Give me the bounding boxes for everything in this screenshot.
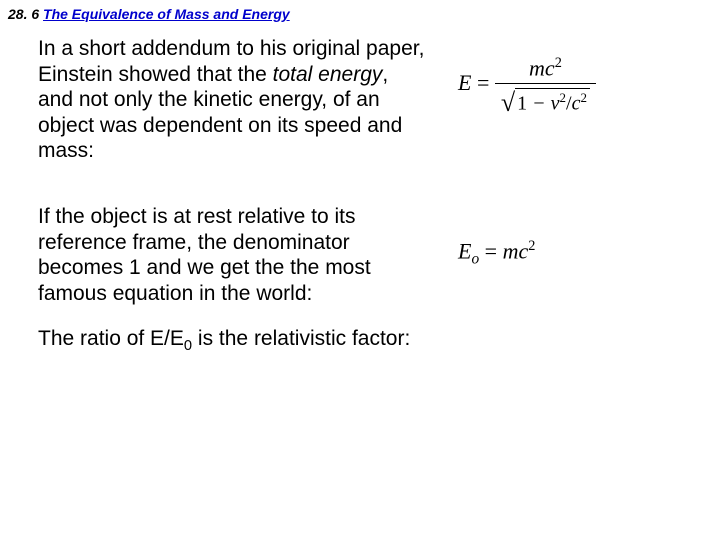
eq1-fraction: mc2 √ 1 − v2/c2 bbox=[495, 56, 596, 114]
section-number: 28. 6 bbox=[8, 6, 39, 22]
eq2-rhs-base: mc bbox=[503, 238, 529, 263]
p3-post: is the relativistic factor: bbox=[192, 327, 410, 350]
eq2-lhs-sub: o bbox=[471, 251, 479, 268]
equals-sign: = bbox=[477, 70, 495, 95]
paragraph-1: In a short addendum to his original pape… bbox=[38, 36, 428, 164]
row-2: If the object is at rest relative to its… bbox=[38, 204, 700, 306]
p3-pre: The ratio of E/E bbox=[38, 327, 184, 350]
eq1-sqrt: √ 1 − v2/c2 bbox=[501, 88, 590, 115]
eq2-rhs-sup: 2 bbox=[528, 238, 535, 254]
eq1-lhs: E bbox=[458, 70, 471, 95]
section-title: The Equivalence of Mass and Energy bbox=[43, 6, 290, 22]
content-area: In a short addendum to his original pape… bbox=[0, 26, 720, 357]
equation-2-column: Eo = mc2 bbox=[428, 204, 700, 269]
equation-1-column: E = mc2 √ 1 − v2/c2 bbox=[428, 36, 700, 114]
row-3: The ratio of E/E0 is the relativistic fa… bbox=[38, 326, 700, 356]
equals-sign-2: = bbox=[485, 238, 503, 263]
paragraph-2: If the object is at rest relative to its… bbox=[38, 204, 428, 306]
eq1-radicand: 1 − v2/c2 bbox=[515, 88, 590, 115]
equation-total-energy: E = mc2 √ 1 − v2/c2 bbox=[458, 56, 700, 114]
eq1-denominator: √ 1 − v2/c2 bbox=[495, 84, 596, 115]
eq1-numerator: mc2 bbox=[495, 56, 596, 84]
radical-icon: √ bbox=[501, 90, 515, 117]
row-1: In a short addendum to his original pape… bbox=[38, 36, 700, 164]
eq2-lhs-base: E bbox=[458, 238, 471, 263]
p1-term: total energy bbox=[273, 63, 383, 86]
equation-rest-energy: Eo = mc2 bbox=[458, 238, 700, 269]
p3-sub: 0 bbox=[184, 339, 192, 355]
paragraph-3: The ratio of E/E0 is the relativistic fa… bbox=[38, 326, 458, 356]
section-header: 28. 6 The Equivalence of Mass and Energy bbox=[0, 0, 720, 26]
